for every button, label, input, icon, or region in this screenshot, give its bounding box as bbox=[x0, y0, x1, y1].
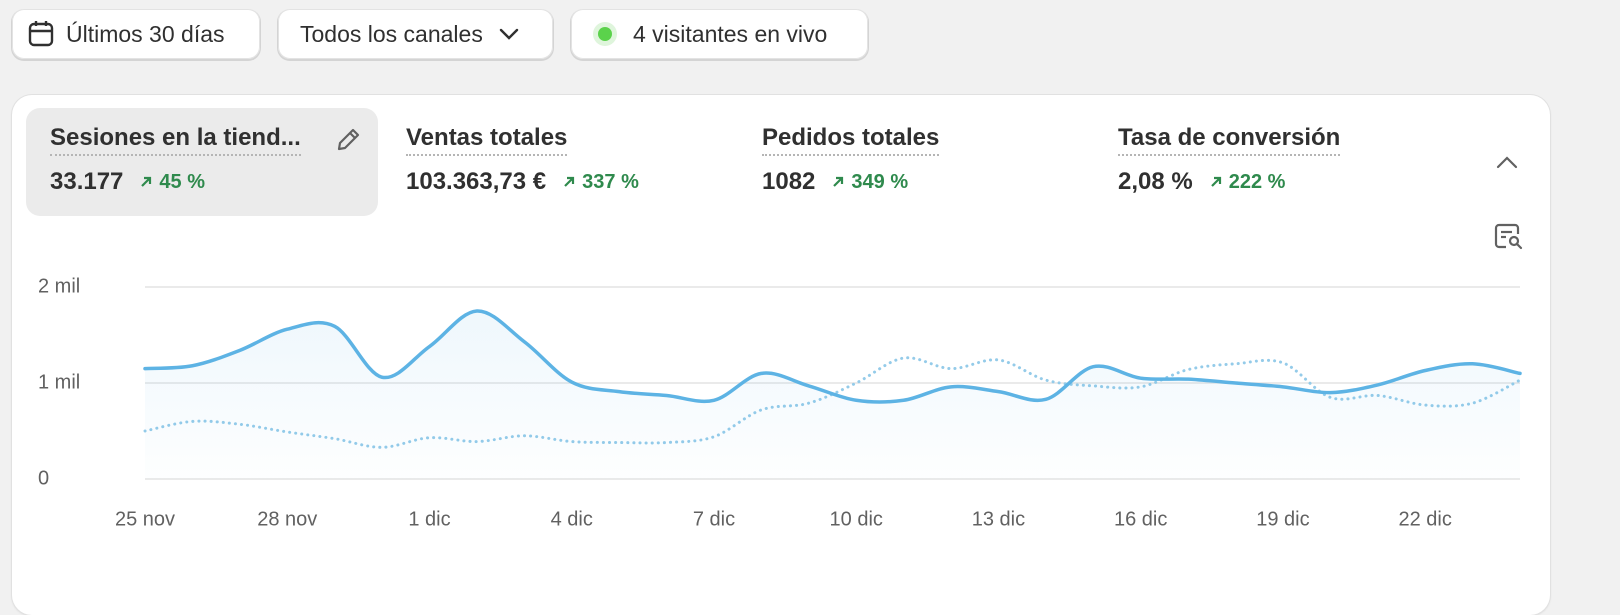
metric-change-text: 349 % bbox=[851, 170, 909, 193]
x-tick-label: 1 dic bbox=[408, 508, 450, 530]
metric-row: 33.177 45 % bbox=[50, 168, 378, 196]
metric-change: 45 % bbox=[139, 171, 205, 194]
explore-report-button[interactable] bbox=[1494, 222, 1524, 252]
collapse-button[interactable] bbox=[1494, 150, 1520, 176]
y-tick-label: 2 mil bbox=[38, 275, 80, 297]
y-tick-label: 0 bbox=[38, 467, 49, 489]
up-arrow bbox=[564, 176, 575, 187]
metric-label: Tasa de conversión bbox=[1118, 124, 1341, 156]
metric-label: Sesiones en la tiend... bbox=[50, 124, 301, 156]
x-tick-label: 25 nov bbox=[115, 508, 175, 530]
metric-tab[interactable]: Pedidos totales 1082 349 % bbox=[738, 108, 1090, 216]
date-range-button[interactable]: Últimos 30 días bbox=[12, 9, 260, 59]
metric-change-text: 337 % bbox=[582, 170, 639, 193]
metric-tab[interactable]: Tasa de conversión 2,08 % 222 % bbox=[1094, 108, 1446, 216]
metric-value: 2,08 % bbox=[1118, 168, 1193, 195]
x-tick-label: 19 dic bbox=[1256, 508, 1309, 530]
x-tick-label: 4 dic bbox=[551, 508, 593, 530]
series-line bbox=[143, 309, 1522, 404]
live-visitors-button[interactable]: 4 visitantes en vivo bbox=[571, 9, 868, 59]
metric-change-text: 222 % bbox=[1228, 170, 1286, 193]
metric-row: 2,08 % 222 % bbox=[1118, 168, 1446, 196]
x-tick-label: 10 dic bbox=[830, 508, 883, 530]
y-tick-label: 1 mil bbox=[38, 371, 80, 393]
page: Últimos 30 días Todos los canales 4 visi… bbox=[12, 9, 1550, 615]
x-tick-label: 7 dic bbox=[693, 508, 735, 530]
metric-value: 103.363,73 € bbox=[406, 168, 547, 195]
metric-change: 337 % bbox=[562, 171, 639, 194]
metric-label: Ventas totales bbox=[406, 124, 568, 156]
live-dot bbox=[593, 22, 617, 46]
metric-value: 1082 bbox=[762, 168, 816, 195]
metric-row: 1082 349 % bbox=[762, 168, 1090, 196]
x-tick-label: 13 dic bbox=[972, 508, 1025, 530]
metric-label: Pedidos totales bbox=[762, 124, 940, 156]
metric-value: 33.177 bbox=[50, 168, 124, 195]
x-tick-label: 16 dic bbox=[1114, 508, 1167, 530]
up-arrow bbox=[1210, 176, 1221, 187]
edit-icon[interactable] bbox=[334, 126, 362, 154]
chart: 0 1 mil 2 mil 25 nov 28 nov 1 dic 4 dic 7 dic 10… bbox=[38, 275, 1522, 530]
date-range-label: Últimos 30 días bbox=[66, 20, 225, 47]
up-arrow bbox=[833, 176, 844, 187]
metric-change: 349 % bbox=[831, 171, 908, 194]
x-tick-label: 28 nov bbox=[257, 508, 317, 530]
metric-change-text: 45 % bbox=[159, 170, 205, 193]
metric-row: 103.363,73 € 337 % bbox=[406, 168, 734, 196]
channels-button[interactable]: Todos los canales bbox=[278, 9, 553, 59]
chevron-down bbox=[499, 28, 519, 40]
metric-change: 222 % bbox=[1209, 170, 1286, 194]
calendar-icon bbox=[28, 21, 54, 47]
metric-tab[interactable]: Ventas totales 103.363,73 € 337 % bbox=[382, 108, 734, 216]
x-tick-label: 22 dic bbox=[1398, 508, 1451, 530]
metric-tab[interactable]: Sesiones en la tiend... 33.177 45 % bbox=[26, 108, 378, 216]
up-arrow bbox=[141, 176, 152, 187]
live-visitors-label: 4 visitantes en vivo bbox=[633, 20, 828, 47]
channels-label: Todos los canales bbox=[300, 20, 483, 47]
